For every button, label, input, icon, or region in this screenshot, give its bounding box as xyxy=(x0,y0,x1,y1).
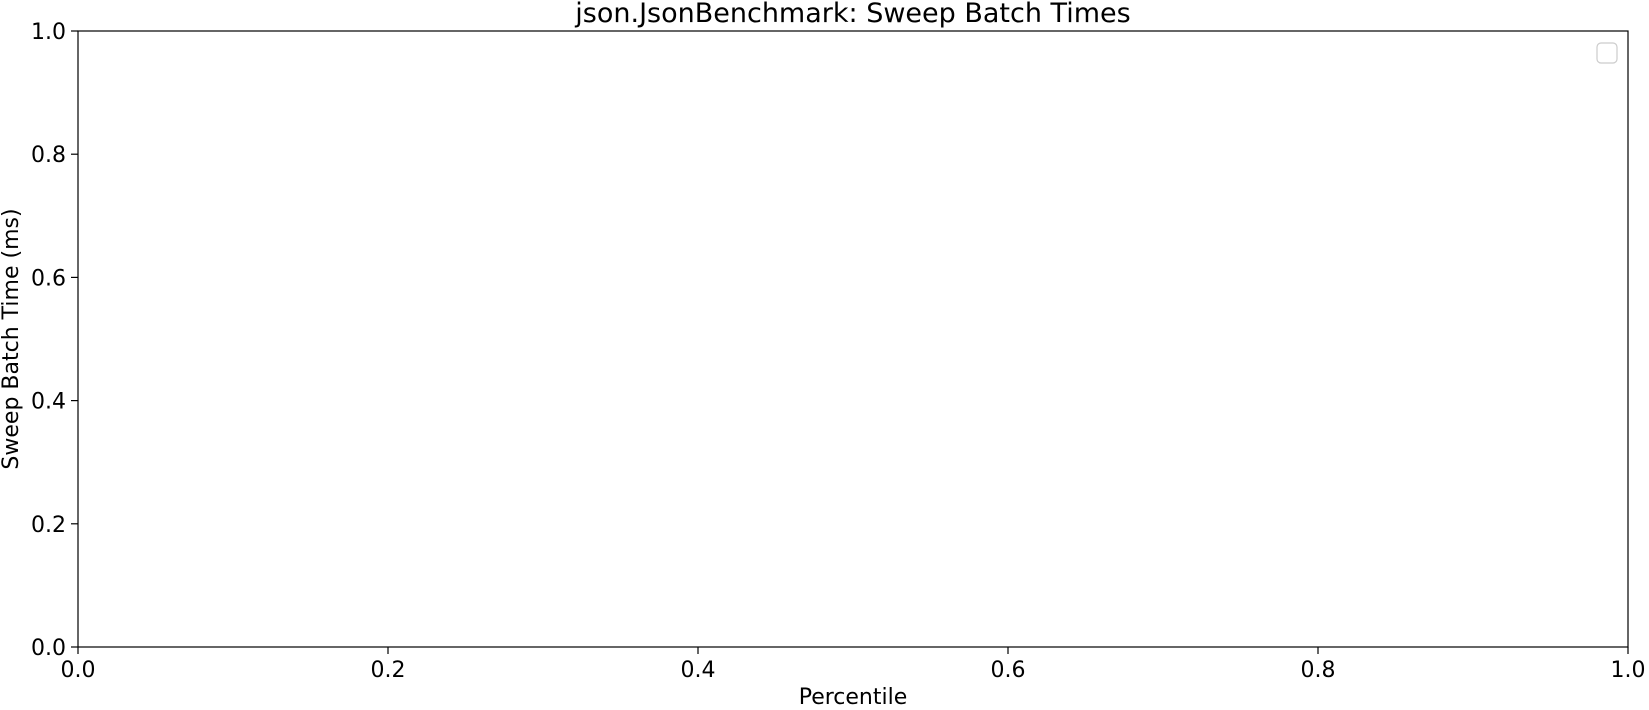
y-tick-label: 0.4 xyxy=(31,390,66,415)
x-tick-label: 0.2 xyxy=(371,658,406,683)
y-tick-label: 0.2 xyxy=(31,513,66,538)
chart-title: json.JsonBenchmark: Sweep Batch Times xyxy=(574,0,1130,29)
y-tick-label: 1.0 xyxy=(31,20,66,45)
x-tick-label: 0.4 xyxy=(681,658,716,683)
y-tick-label: 0.0 xyxy=(31,636,66,661)
x-tick-label: 0.6 xyxy=(991,658,1026,683)
legend xyxy=(1596,42,1618,64)
y-tick-label: 0.8 xyxy=(31,143,66,168)
y-tick-label: 0.6 xyxy=(31,266,66,291)
x-tick-label: 0.8 xyxy=(1301,658,1336,683)
y-axis-title: Sweep Batch Time (ms) xyxy=(0,208,24,469)
x-tick-label: 1.0 xyxy=(1611,658,1646,683)
axis-ticks: 0.0 0.2 0.4 0.6 0.8 1.0 0.0 0.2 0.4 0.6 0.8 1.0 xyxy=(31,20,1646,683)
x-axis-title: Percentile xyxy=(799,685,908,710)
plot-area xyxy=(77,30,1629,648)
x-tick-label: 0.0 xyxy=(61,658,96,683)
